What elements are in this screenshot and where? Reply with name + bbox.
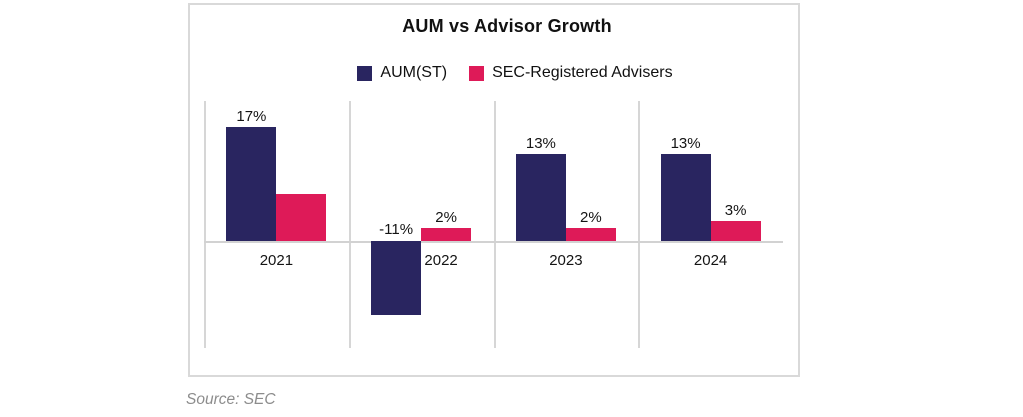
bar-advisers-2024 — [710, 220, 761, 241]
legend-item-advisers: SEC-Registered Advisers — [469, 64, 673, 82]
source-note: Source: SEC — [186, 391, 276, 408]
axis-label-2024: 2024 — [693, 252, 728, 269]
axis-label-2023: 2023 — [549, 252, 583, 269]
bar-value-label-aum-2021: 17% — [236, 108, 267, 126]
bar-aum-2021 — [226, 127, 277, 241]
axis-label-2022: 2022 — [424, 252, 458, 269]
bar-advisers-2022 — [421, 227, 472, 241]
gridline — [494, 101, 496, 348]
legend-label: AUM(ST) — [380, 64, 448, 81]
gridline — [204, 101, 206, 348]
x-axis-line — [204, 241, 783, 243]
bar-value-label-advisers-2023: 2% — [580, 208, 602, 226]
axis-label-2021: 2021 — [259, 252, 294, 269]
bar-advisers-2021 — [276, 194, 327, 241]
legend-swatch-icon — [469, 65, 485, 81]
legend-item-aum: AUM(ST) — [357, 64, 447, 82]
bar-value-label-aum-2022: -11% — [379, 221, 414, 238]
bar-value-label-advisers-2024: 3% — [724, 201, 747, 219]
gridline — [349, 101, 351, 348]
bar-aum-2024 — [660, 153, 711, 241]
bar-value-label-aum-2023: 13% — [525, 134, 556, 152]
legend: AUM(ST) SEC-Registered Advisers — [188, 64, 800, 82]
plot-area: 17% 2021 -11% 2% 2022 13% 2% 2023 13% 3% 2024 — [204, 101, 783, 348]
bar-aum-2022 — [371, 241, 422, 315]
legend-label: SEC-Registered Advisers — [492, 64, 673, 81]
chart-title: AUM vs Advisor Growth — [402, 16, 612, 36]
bar-value-label-advisers-2022: 2% — [435, 208, 457, 226]
bar-advisers-2023 — [565, 227, 616, 241]
gridline — [638, 101, 640, 348]
bar-aum-2023 — [515, 153, 566, 241]
legend-swatch-icon — [357, 65, 373, 81]
bar-value-label-aum-2024: 13% — [670, 134, 701, 152]
